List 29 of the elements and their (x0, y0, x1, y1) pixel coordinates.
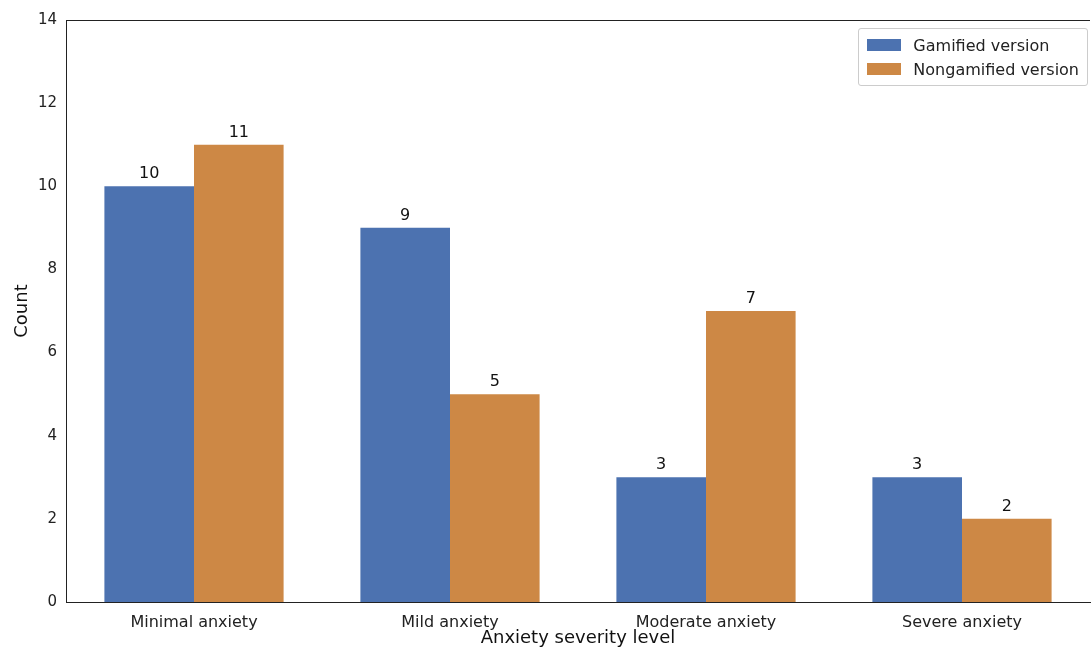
x-tick-label: Severe anxiety (902, 611, 1022, 631)
bar (616, 477, 706, 602)
y-axis-title: Count (10, 284, 32, 338)
y-tick-label: 10 (37, 176, 57, 195)
data-label: 9 (400, 205, 411, 225)
y-tick-label: 6 (47, 342, 57, 361)
data-label: 3 (912, 454, 923, 474)
data-label: 11 (228, 121, 249, 141)
bar (104, 186, 194, 602)
bar (706, 311, 796, 602)
y-tick-label: 8 (47, 259, 57, 278)
bar (872, 477, 962, 602)
legend-label: Gamified version (913, 35, 1050, 55)
bar (360, 227, 450, 602)
bar (194, 144, 284, 602)
data-label: 7 (745, 288, 756, 308)
y-tick-label: 4 (47, 425, 57, 444)
legend-label: Nongamified version (913, 59, 1079, 79)
bar (450, 394, 540, 602)
y-tick-label: 2 (47, 508, 57, 527)
y-tick-label: 0 (47, 591, 57, 610)
y-tick-label: 12 (37, 93, 57, 112)
data-label: 10 (139, 163, 160, 183)
data-label: 5 (489, 371, 500, 391)
data-label: 2 (1001, 496, 1012, 516)
data-label: 3 (656, 454, 667, 474)
x-tick-label: Minimal anxiety (130, 611, 258, 631)
y-tick-label: 14 (37, 9, 57, 28)
bar (962, 518, 1052, 602)
